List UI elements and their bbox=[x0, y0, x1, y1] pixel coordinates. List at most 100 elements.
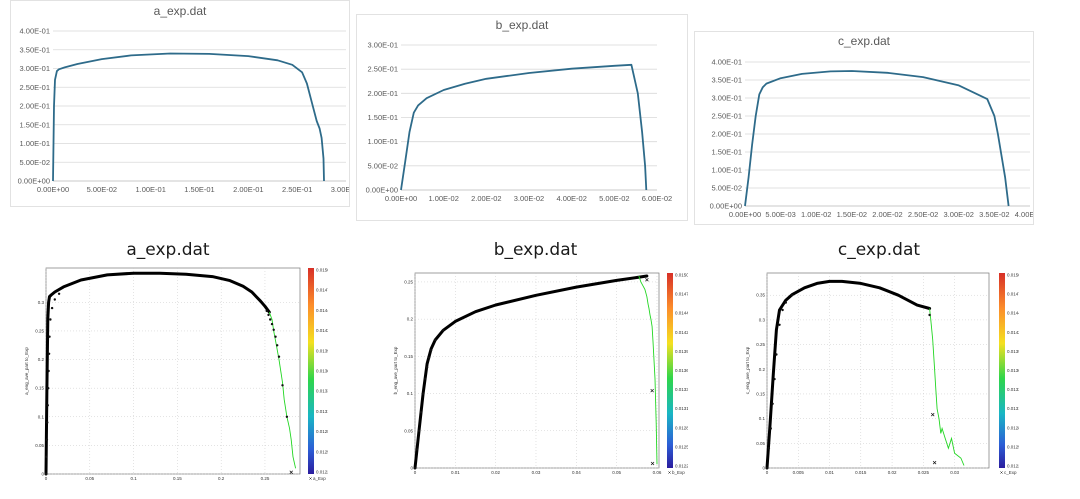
exp-point bbox=[50, 306, 54, 310]
exp-point bbox=[784, 301, 787, 304]
y-tick-label: 0.2 bbox=[759, 367, 766, 372]
plot-frame bbox=[766, 272, 990, 469]
legend-entry: a_Exp bbox=[309, 476, 326, 481]
chart-a-excel-plot: 0.00E+00 5.00E-02 1.00E-01 1.50E-01 2.00E-01… bbox=[18, 27, 349, 195]
x-tick-label: 0.025 bbox=[918, 470, 930, 475]
exp-point bbox=[790, 294, 794, 297]
sim-black-line bbox=[765, 279, 932, 470]
x-tick-label: 1.50E-02 bbox=[837, 210, 867, 219]
colorbar-tick-label: 0.0142 bbox=[1007, 330, 1019, 335]
x-tick-label: 6.00E-02 bbox=[642, 194, 672, 203]
colorbar-tick-label: 0.01338 bbox=[316, 389, 328, 394]
colorbar-tick-label: 0.01256 bbox=[316, 449, 328, 454]
x-tick-label: 2.50E-02 bbox=[908, 210, 938, 219]
exp-point bbox=[267, 313, 270, 317]
exp-x-marker bbox=[932, 460, 937, 465]
colorbar-tick-label: 0.01502 bbox=[1007, 273, 1019, 278]
exp-x-marker bbox=[289, 470, 293, 475]
x-tick-label: 0.01 bbox=[451, 470, 460, 475]
x-tick-label: 2.00E-02 bbox=[872, 210, 902, 219]
exp-point bbox=[421, 392, 425, 395]
exp-point bbox=[48, 335, 51, 338]
x-tick-label: 0.02 bbox=[491, 470, 500, 475]
y-axis-label: b_eng_ave_part to_Exp bbox=[393, 346, 398, 394]
x-tick-label: 2.00E-02 bbox=[471, 194, 501, 203]
exp-point bbox=[427, 356, 431, 359]
chart-title: c_exp.dat bbox=[837, 34, 891, 48]
exp-point bbox=[57, 292, 61, 295]
y-tick-label: 2.00E-01 bbox=[712, 130, 742, 139]
sim-green-line bbox=[638, 275, 658, 465]
exp-x-marker bbox=[650, 388, 654, 393]
exp-point bbox=[47, 352, 51, 355]
colorbar-tick-label: 0.01502 bbox=[316, 268, 328, 273]
y-tick-label: 0.3 bbox=[38, 300, 45, 305]
exp-point bbox=[423, 377, 427, 380]
y-tick-label: 1.50E-01 bbox=[368, 113, 398, 122]
y-axis-label: c_eng_ave_part to_Exp bbox=[745, 346, 750, 394]
y-tick-label: 0.25 bbox=[404, 279, 413, 284]
y-tick-label: 0.1 bbox=[38, 414, 45, 419]
x-tick-label: 0 bbox=[766, 470, 769, 475]
exp-point bbox=[276, 344, 279, 347]
x-tick-label: 5.00E-02 bbox=[599, 194, 629, 203]
colorbar-tick-label: 0.01338 bbox=[1007, 387, 1019, 392]
chart-a-sim-plot: 0 0.05 0.1 0.15 0.2 0.25 0 0.05 0.1 0.15 0.2 0.25 0.… bbox=[24, 268, 328, 482]
y-tick-label: 0.3 bbox=[759, 317, 766, 322]
colorbar bbox=[308, 268, 314, 474]
y-tick-label: 0.25 bbox=[756, 342, 765, 347]
exp-point bbox=[781, 308, 784, 312]
colorbar-tick-label: 0.01393 bbox=[1007, 349, 1019, 354]
legend-entry: b_Exp bbox=[668, 470, 685, 475]
y-axis-label: a_eng_ave_part to_Exp bbox=[24, 347, 29, 395]
colorbar-tick-label: 0.01502 bbox=[675, 273, 688, 278]
legend-marker bbox=[668, 471, 671, 474]
exp-point bbox=[269, 318, 272, 321]
exp-point bbox=[413, 466, 417, 470]
exp-point bbox=[771, 402, 774, 405]
exp-point bbox=[49, 318, 52, 321]
colorbar-tick-label: 0.0142 bbox=[316, 328, 328, 333]
exp-point bbox=[778, 323, 781, 326]
exp-point bbox=[44, 472, 48, 476]
x-tick-label: 0.015 bbox=[855, 470, 867, 475]
colorbar-tick-label: 0.01284 bbox=[675, 425, 688, 430]
x-tick-label: 4.00E-02 bbox=[556, 194, 586, 203]
exp-point bbox=[274, 335, 277, 338]
colorbar-tick-label: 0.01311 bbox=[675, 406, 688, 411]
x-tick-label: 1.00E-02 bbox=[801, 210, 831, 219]
y-tick-label: 3.00E-01 bbox=[712, 94, 742, 103]
colorbar-tick-label: 0.01366 bbox=[1007, 368, 1019, 373]
x-tick-label: 0.00E+00 bbox=[385, 194, 417, 203]
exp-point bbox=[45, 438, 49, 441]
x-tick-label: 0.2 bbox=[218, 476, 225, 481]
y-tick-label: 0.00E+00 bbox=[18, 177, 50, 186]
y-tick-label: 4.00E-01 bbox=[712, 58, 742, 67]
y-tick-label: 0 bbox=[41, 472, 44, 477]
chart-c-excel-panel: c_exp.dat 0.00E+00 5.00E-02 1.00E-01 1.50E-… bbox=[694, 31, 1034, 225]
x-tick-label: 0.1 bbox=[130, 476, 137, 481]
y-tick-label: 2.00E-01 bbox=[368, 89, 398, 98]
exp-point bbox=[277, 355, 281, 358]
y-tick-label: 0.15 bbox=[404, 354, 413, 359]
exp-point bbox=[775, 353, 778, 356]
legend-label: a_Exp bbox=[313, 476, 326, 481]
exp-point bbox=[46, 421, 49, 424]
exp-point bbox=[769, 427, 772, 430]
y-tick-label: 5.00E-02 bbox=[368, 161, 398, 170]
legend-label: b_Exp bbox=[672, 470, 685, 475]
exp-point bbox=[415, 448, 419, 451]
exp-point bbox=[270, 322, 274, 326]
y-tick-label: 0.00E+00 bbox=[710, 202, 742, 211]
y-tick-label: 0.1 bbox=[407, 391, 414, 396]
y-tick-label: 3.50E-01 bbox=[20, 45, 50, 54]
colorbar-tick-label: 0.0142 bbox=[675, 330, 688, 335]
series-line bbox=[400, 63, 648, 191]
exp-point bbox=[53, 298, 56, 301]
exp-point bbox=[429, 349, 433, 352]
x-tick-label: 0.02 bbox=[888, 470, 897, 475]
y-tick-label: 4.00E-01 bbox=[20, 27, 50, 36]
x-tick-label: 0.00E+00 bbox=[37, 185, 69, 194]
sim-black-line bbox=[413, 274, 649, 470]
exp-point bbox=[47, 369, 50, 373]
